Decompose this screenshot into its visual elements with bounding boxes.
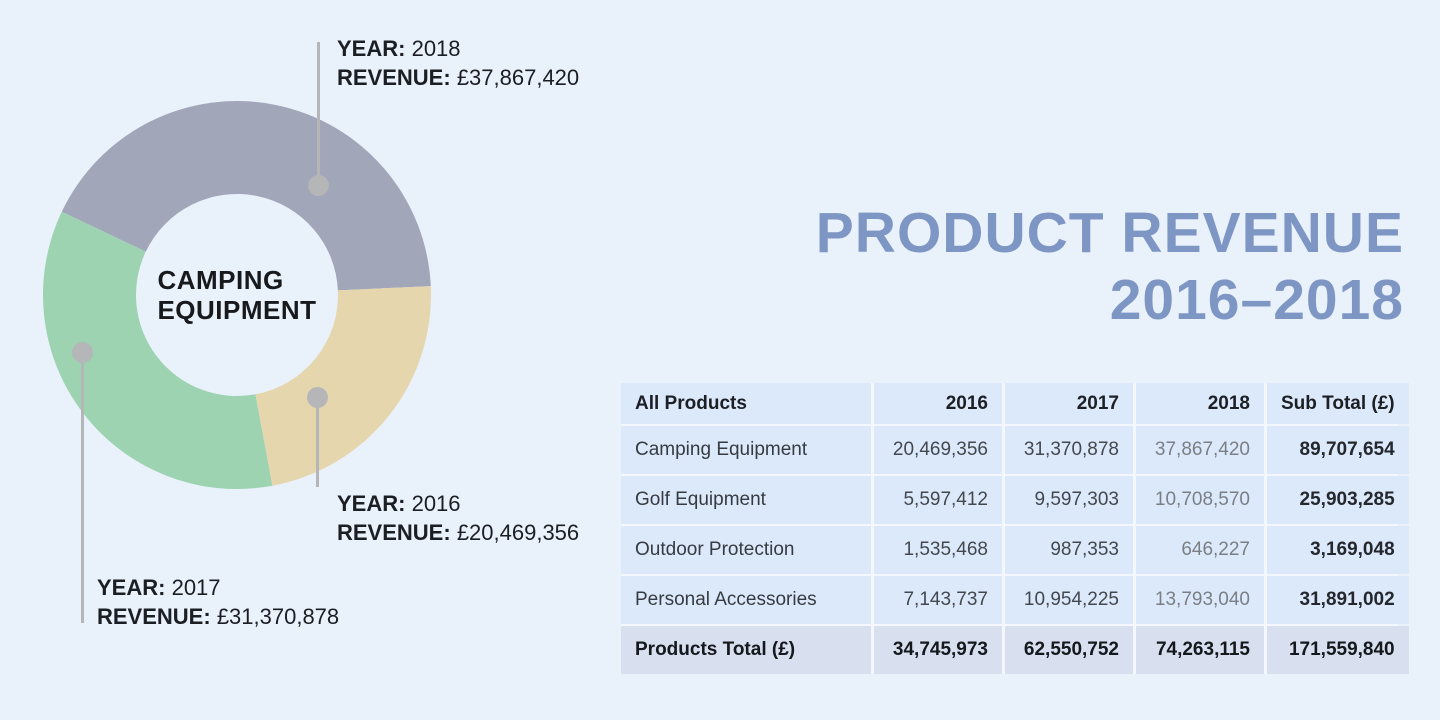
table-row-2-cell-2: 987,353 [1005, 526, 1133, 574]
page-title-line2: 2016–2018 [1109, 268, 1404, 332]
callout-2018-year-value: 2018 [411, 36, 461, 61]
callout-2017: YEAR: 2017 REVENUE: £31,370,878 [97, 573, 339, 631]
callout-2017-year-value: 2017 [171, 575, 221, 600]
table-header-sub-total: Sub Total (£) [1267, 383, 1409, 424]
table-row-3-cell-2: 10,954,225 [1005, 576, 1133, 624]
donut-chart: CAMPING EQUIPMENT [43, 101, 431, 489]
callout-2016-revenue-label: REVENUE: [337, 520, 451, 545]
leader-line-2016 [316, 397, 319, 487]
table-total-cell-4: 171,559,840 [1267, 626, 1409, 674]
table-header-2017: 2017 [1005, 383, 1133, 424]
callout-2017-revenue-label: REVENUE: [97, 604, 211, 629]
table-row-1-cell-1: 5,597,412 [874, 476, 1002, 524]
table-row-0-cell-0: Camping Equipment [621, 426, 871, 474]
table-total-cell-1: 34,745,973 [874, 626, 1002, 674]
callout-2018-revenue: REVENUE: £37,867,420 [337, 63, 579, 92]
table-total-cell-0: Products Total (£) [621, 626, 871, 674]
donut-segment-2018 [61, 101, 431, 291]
callout-2018-revenue-label: REVENUE: [337, 65, 451, 90]
leader-dot-2017 [72, 342, 93, 363]
donut-segment-2017 [43, 211, 273, 489]
callout-2017-revenue-value: £31,370,878 [216, 604, 340, 629]
table-row-3-cell-1: 7,143,737 [874, 576, 1002, 624]
callout-2017-year-label: YEAR: [97, 575, 166, 600]
table-row-1-cell-2: 9,597,303 [1005, 476, 1133, 524]
callout-2016-revenue-value: £20,469,356 [456, 520, 580, 545]
table-row-1-cell-4: 25,903,285 [1267, 476, 1409, 524]
table-row-0-cell-3: 37,867,420 [1136, 426, 1264, 474]
leader-line-2018 [317, 42, 320, 185]
product-revenue-table: All Products 2016 2017 2018 Sub Total (£) Cam… [621, 383, 1409, 674]
callout-2018: YEAR: 2018 REVENUE: £37,867,420 [337, 34, 579, 92]
callout-2016: YEAR: 2016 REVENUE: £20,469,356 [337, 489, 579, 547]
table-header-all-products: All Products [621, 383, 871, 424]
callout-2016-revenue: REVENUE: £20,469,356 [337, 518, 579, 547]
table-row-0-cell-1: 20,469,356 [874, 426, 1002, 474]
leader-line-2017 [81, 352, 84, 623]
table-total-cell-2: 62,550,752 [1005, 626, 1133, 674]
table-row-3-cell-4: 31,891,002 [1267, 576, 1409, 624]
callout-2018-year: YEAR: 2018 [337, 34, 579, 63]
table-row-3-cell-0: Personal Accessories [621, 576, 871, 624]
table-row-1-cell-3: 10,708,570 [1136, 476, 1264, 524]
page-title: PRODUCT REVENUE 2016–2018 [816, 200, 1404, 334]
table-row-2-cell-4: 3,169,048 [1267, 526, 1409, 574]
callout-2018-revenue-value: £37,867,420 [456, 65, 580, 90]
table-row-2-cell-0: Outdoor Protection [621, 526, 871, 574]
table-row-2-cell-3: 646,227 [1136, 526, 1264, 574]
table-row-2-cell-1: 1,535,468 [874, 526, 1002, 574]
table-row-1-cell-0: Golf Equipment [621, 476, 871, 524]
donut-segment-2016 [255, 286, 431, 486]
callout-2017-revenue: REVENUE: £31,370,878 [97, 602, 339, 631]
callout-2016-year: YEAR: 2016 [337, 489, 579, 518]
donut-svg [43, 101, 431, 489]
table-header-2018: 2018 [1136, 383, 1264, 424]
table-row-0-cell-2: 31,370,878 [1005, 426, 1133, 474]
table-row-3-cell-3: 13,793,040 [1136, 576, 1264, 624]
page-title-line1: PRODUCT REVENUE [815, 201, 1404, 265]
callout-2016-year-value: 2016 [411, 491, 461, 516]
table-row-0-cell-4: 89,707,654 [1267, 426, 1409, 474]
table-header-2016: 2016 [874, 383, 1002, 424]
table-total-cell-3: 74,263,115 [1136, 626, 1264, 674]
callout-2016-year-label: YEAR: [337, 491, 406, 516]
callout-2017-year: YEAR: 2017 [97, 573, 339, 602]
callout-2018-year-label: YEAR: [337, 36, 406, 61]
leader-dot-2016 [307, 387, 328, 408]
leader-dot-2018 [308, 175, 329, 196]
